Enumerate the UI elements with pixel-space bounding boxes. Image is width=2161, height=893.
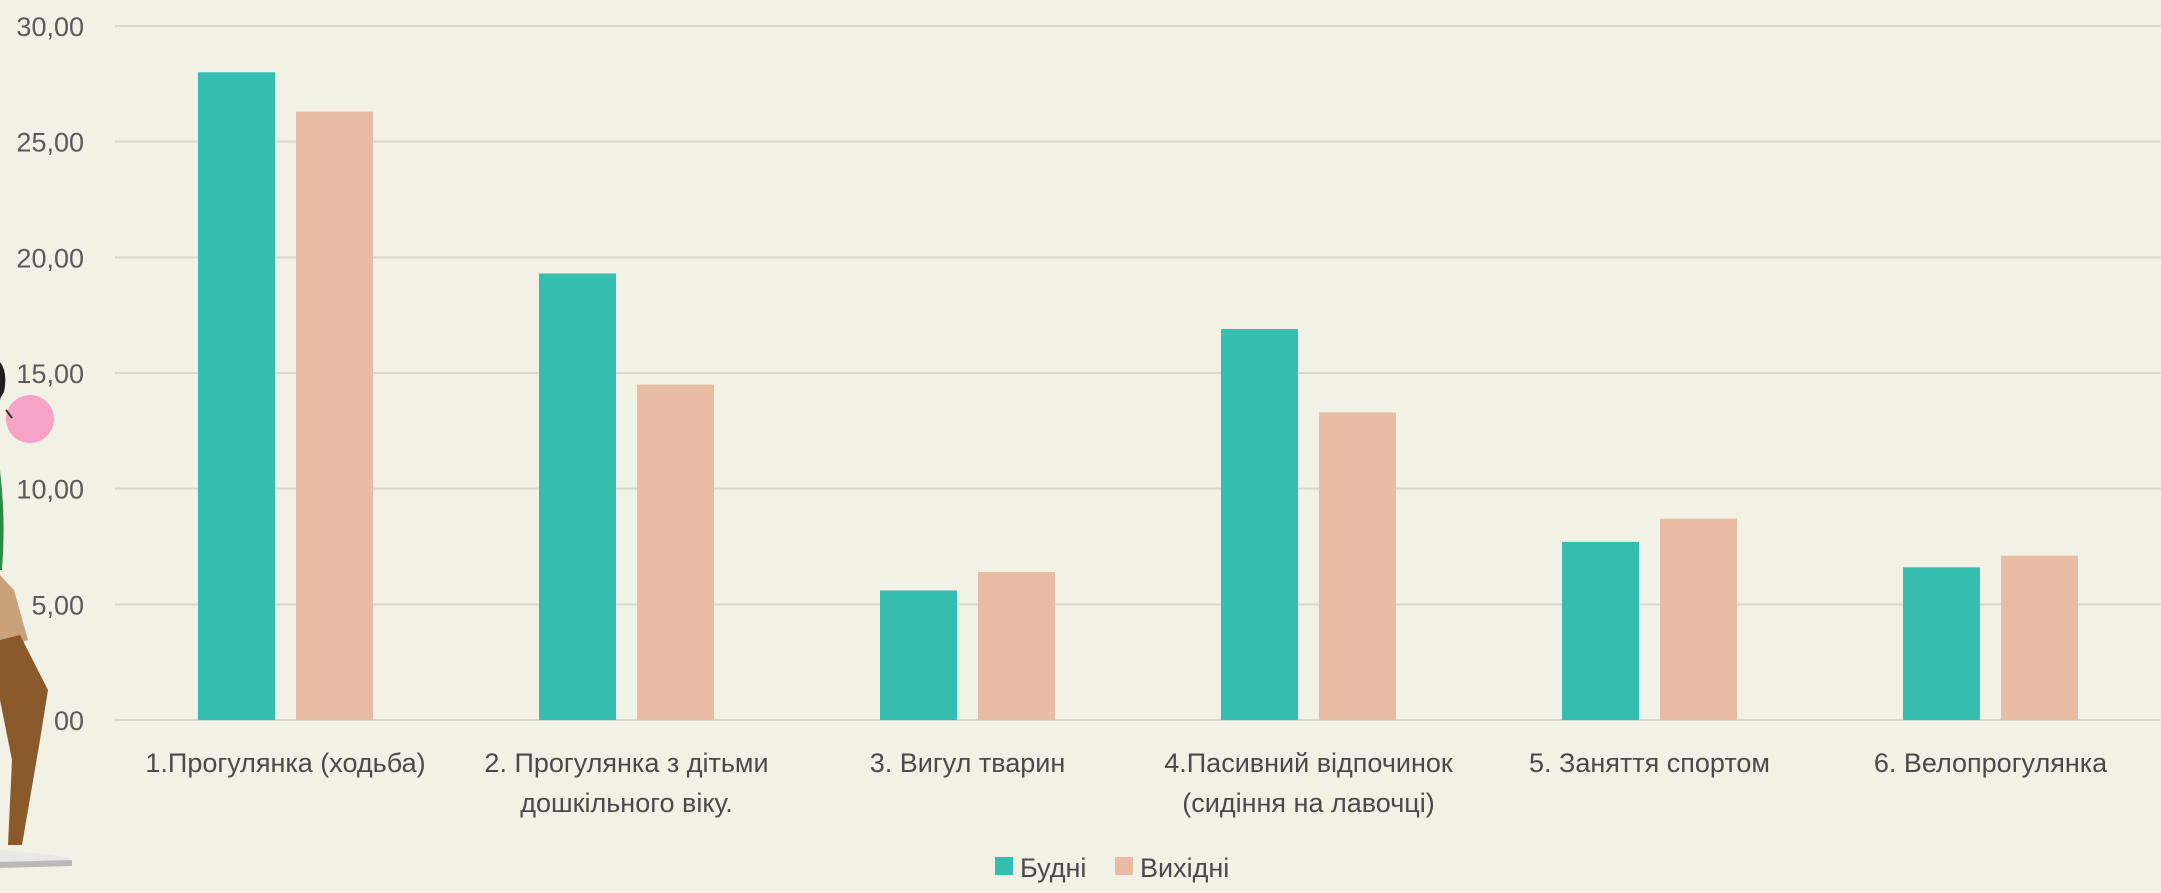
- person-illustration: [0, 362, 72, 868]
- grid-lines: [115, 25, 2161, 721]
- bar-weekends: [1660, 518, 1737, 720]
- bars: [198, 72, 2078, 721]
- bar-weekdays: [1903, 567, 1980, 720]
- bar-weekends: [978, 571, 1055, 720]
- x-category-label: 6. Велопрогулянка: [1874, 748, 2108, 778]
- bar-weekends: [1319, 412, 1396, 720]
- legend: Будні Вихідні: [995, 853, 1229, 883]
- x-category-label: 3. Вигул тварин: [870, 748, 1066, 778]
- x-category-label: 4.Пасивний відпочинок: [1164, 748, 1453, 778]
- x-category-label: дошкільного віку.: [520, 788, 733, 818]
- legend-swatch: [1115, 857, 1133, 875]
- legend-label: Будні: [1020, 853, 1086, 883]
- bar-weekends: [2001, 555, 2078, 720]
- bar-weekdays: [880, 590, 957, 720]
- bar-weekdays: [539, 273, 616, 720]
- x-category-label: 5. Заняття спортом: [1529, 748, 1770, 778]
- y-tick-label: 20,00: [16, 243, 84, 273]
- legend-swatch: [995, 857, 1013, 875]
- y-tick-label: 5,00: [31, 590, 84, 620]
- bar-weekdays: [198, 72, 275, 721]
- y-tick-label: 25,00: [16, 128, 84, 158]
- x-category-label: (сидіння на лавочці): [1182, 788, 1434, 818]
- x-category-label: 1.Прогулянка (ходьба): [145, 748, 425, 778]
- y-tick-label: 15,00: [16, 359, 84, 389]
- y-tick-label: 30,00: [16, 12, 84, 42]
- bar-weekends: [637, 384, 714, 720]
- y-tick-label: 10,00: [16, 475, 84, 505]
- x-category-label: 2. Прогулянка з дітьми: [484, 748, 768, 778]
- y-tick-label: 00: [54, 706, 84, 736]
- bar-weekdays: [1221, 329, 1298, 720]
- legend-label: Вихідні: [1140, 853, 1229, 883]
- x-axis-labels: 1.Прогулянка (ходьба) 2. Прогулянка з діт…: [145, 748, 2108, 818]
- bar-weekdays: [1562, 541, 1639, 720]
- bar-weekends: [296, 111, 373, 721]
- y-axis-ticks: 00 5,00 10,00 15,00 20,00 25,00 30,00: [16, 12, 84, 736]
